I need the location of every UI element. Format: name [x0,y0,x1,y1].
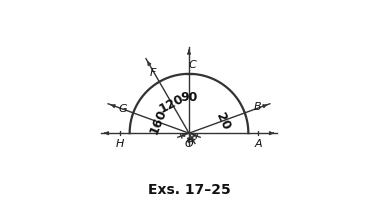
Text: 20: 20 [213,110,232,132]
Text: 160: 160 [147,107,169,136]
Text: 120: 120 [157,91,186,115]
Text: G: G [119,104,127,114]
Text: H: H [115,139,124,149]
Text: C: C [189,60,197,70]
Text: Exs. 17–25: Exs. 17–25 [148,183,230,197]
Text: F: F [150,68,156,78]
Text: O: O [184,139,194,149]
Text: 90: 90 [180,91,198,104]
Text: B: B [253,102,261,112]
Text: A: A [255,139,262,149]
